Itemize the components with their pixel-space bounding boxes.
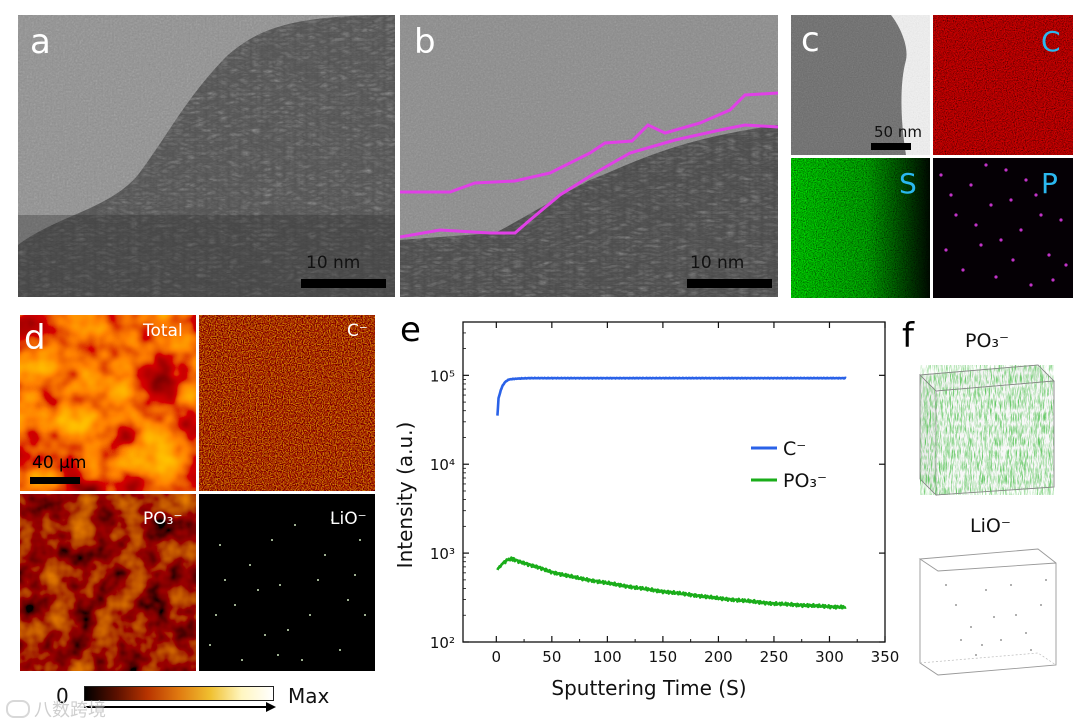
legend-label-1: PO₃⁻ bbox=[783, 470, 827, 492]
element-label-sulfur: S bbox=[899, 167, 917, 200]
x-tick-label: 50 bbox=[542, 648, 561, 666]
cube-po3 bbox=[919, 364, 1055, 496]
panel-label-f: f bbox=[902, 316, 914, 356]
scale-bar-b bbox=[687, 279, 772, 288]
panel-c-eds-maps: c 50 nm C S P bbox=[791, 15, 1073, 298]
panel-a-tem-image: a 10 nm bbox=[18, 15, 395, 297]
series-line-0 bbox=[496, 376, 847, 416]
panel-label-c: c bbox=[801, 20, 820, 60]
depth-profile-chart: 0 50 100 150 200 250 300 350 10² 10³ 10⁴ 10⁵ C⁻ PO₃⁻… bbox=[393, 321, 900, 700]
scale-bar-a bbox=[301, 279, 386, 288]
scale-label-c: 50 nm bbox=[874, 123, 922, 141]
species-label-po3: PO₃⁻ bbox=[965, 330, 1010, 352]
watermark: 八数跨境 bbox=[6, 696, 106, 722]
map-label-po3: PO₃⁻ bbox=[143, 509, 183, 529]
eds-map-grid bbox=[791, 15, 1073, 298]
y-axis-label: Intensity (a.u.) bbox=[393, 422, 417, 569]
x-tick-label: 350 bbox=[871, 648, 900, 666]
sei-outer-boundary bbox=[400, 91, 778, 194]
x-tick-label: 300 bbox=[815, 648, 844, 666]
eds-map-sulfur bbox=[791, 158, 930, 298]
panel-label-a: a bbox=[30, 22, 51, 62]
panel-f-3d-reconstruction: f PO₃⁻ LiO⁻ bbox=[900, 315, 1075, 680]
panel-label-b: b bbox=[414, 22, 436, 62]
tem-image-a bbox=[18, 15, 395, 297]
colorbar-gradient bbox=[84, 686, 274, 701]
plot-frame bbox=[462, 321, 886, 643]
map-label-carbon: C⁻ bbox=[347, 321, 368, 341]
eds-map-carbon bbox=[933, 15, 1073, 155]
x-tick-label: 0 bbox=[492, 648, 502, 666]
scale-label-a: 10 nm bbox=[306, 253, 361, 273]
map-label-lio: LiO⁻ bbox=[330, 509, 367, 529]
colorbar-min-label: 0 bbox=[56, 684, 69, 708]
x-tick-label: 150 bbox=[649, 648, 678, 666]
sims-map-total bbox=[20, 315, 196, 491]
watermark-logo-icon bbox=[6, 700, 30, 718]
y-tick-label: 10² bbox=[430, 634, 455, 652]
element-label-carbon: C bbox=[1041, 25, 1061, 58]
colorbar-arrow bbox=[84, 702, 276, 712]
sims-map-carbon bbox=[199, 315, 375, 491]
y-tick-label: 10³ bbox=[430, 545, 455, 563]
sei-inner-boundary bbox=[400, 123, 778, 239]
sims-map-po3 bbox=[20, 494, 196, 671]
eds-tem-reference bbox=[791, 15, 930, 155]
y-tick-label: 10⁴ bbox=[430, 456, 455, 474]
x-tick-label: 200 bbox=[704, 648, 733, 666]
watermark-text: 八数跨境 bbox=[34, 700, 106, 721]
colorbar-max-label: Max bbox=[288, 684, 330, 708]
panel-label-d: d bbox=[24, 318, 46, 358]
map-label-total: Total bbox=[143, 321, 183, 341]
x-tick-label: 100 bbox=[593, 648, 622, 666]
x-axis-label: Sputtering Time (S) bbox=[551, 676, 746, 700]
tem-image-b bbox=[400, 15, 778, 297]
panel-d-tof-sims-maps: d Total C⁻ PO₃⁻ LiO⁻ 40 μm bbox=[20, 315, 375, 671]
scale-label-d: 40 μm bbox=[32, 453, 87, 473]
panel-e-depth-profile: e 0 50 100 150 200 250 300 350 10² 10³ 10⁴ 10⁵ C⁻ PO… bbox=[385, 300, 905, 708]
scale-label-b: 10 nm bbox=[690, 253, 745, 273]
y-tick-label: 10⁵ bbox=[430, 367, 455, 385]
panel-label-e: e bbox=[400, 310, 421, 350]
series-line-1 bbox=[496, 556, 847, 610]
panel-b-tem-image: b 10 nm bbox=[400, 15, 778, 297]
sims-map-lio bbox=[199, 494, 375, 671]
element-label-phosphorus: P bbox=[1041, 167, 1058, 200]
x-tick-label: 250 bbox=[760, 648, 789, 666]
legend-label-0: C⁻ bbox=[783, 438, 806, 460]
species-label-lio: LiO⁻ bbox=[970, 515, 1011, 537]
colorbar: 0 Max bbox=[20, 680, 350, 720]
sims-map-grid bbox=[20, 315, 375, 671]
eds-map-phosphorus bbox=[933, 158, 1073, 298]
cube-lio bbox=[918, 548, 1057, 676]
